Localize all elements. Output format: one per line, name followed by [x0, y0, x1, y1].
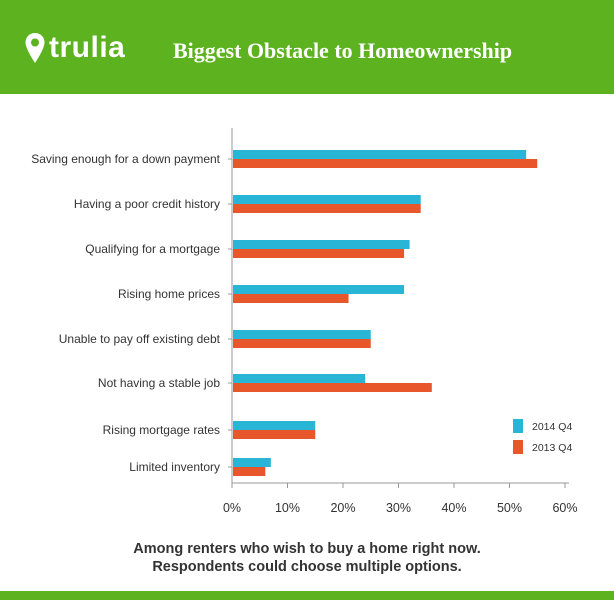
bar-series-1 [233, 330, 371, 339]
bar-series-1 [233, 240, 410, 249]
bar-series-2 [233, 294, 349, 303]
bar-series-1 [233, 374, 366, 383]
caption-line-1: Among renters who wish to buy a home rig… [133, 541, 481, 557]
x-tick-label: 20% [330, 501, 355, 515]
bar-series-1 [233, 150, 527, 159]
category-label: Limited inventory [129, 460, 220, 474]
brand-name: trulia [49, 31, 126, 64]
x-tick-label: 60% [552, 501, 577, 515]
x-tick-label: 0% [223, 501, 241, 515]
bar-series-2 [233, 159, 538, 168]
bar-series-1 [233, 421, 316, 430]
category-label: Unable to pay off existing debt [59, 332, 221, 346]
bar-series-2 [233, 383, 432, 392]
category-label: Qualifying for a mortgage [85, 242, 220, 256]
legend-label: 2014 Q4 [532, 421, 572, 433]
category-label: Rising mortgage rates [103, 423, 220, 437]
bar-chart: 0% 10% 20% 30% 40% 50% 60% Saving enough for a … [31, 128, 578, 515]
legend-label: 2013 Q4 [532, 442, 572, 454]
category-label: Having a poor credit history [74, 197, 220, 211]
category-label: Rising home prices [118, 287, 220, 301]
map-pin-icon [25, 33, 45, 63]
x-tick-label: 10% [275, 501, 300, 515]
bar-series-2 [233, 467, 266, 476]
page-title: Biggest Obstacle to Homeownership [173, 38, 513, 63]
bar-series-2 [233, 204, 421, 213]
x-tick-label: 50% [497, 501, 522, 515]
footer-bar [0, 591, 614, 600]
bar-series-1 [233, 195, 421, 204]
legend-swatch [513, 440, 523, 454]
trulia-logo: trulia [24, 28, 125, 68]
caption-line-2: Respondents could choose multiple option… [152, 559, 462, 575]
category-label: Saving enough for a down payment [31, 152, 220, 166]
legend-swatch [513, 419, 523, 433]
bar-series-2 [233, 249, 405, 258]
x-tick-label: 30% [386, 501, 411, 515]
bar-series-2 [233, 339, 371, 348]
bar-series-2 [233, 430, 316, 439]
category-label: Not having a stable job [98, 376, 220, 390]
x-tick-label: 40% [441, 501, 466, 515]
chart-caption: Among renters who wish to buy a home rig… [0, 540, 614, 576]
bar-series-1 [233, 285, 405, 294]
bar-series-1 [233, 458, 271, 467]
header-banner: trulia Biggest Obstacle to Homeownership [0, 0, 614, 94]
